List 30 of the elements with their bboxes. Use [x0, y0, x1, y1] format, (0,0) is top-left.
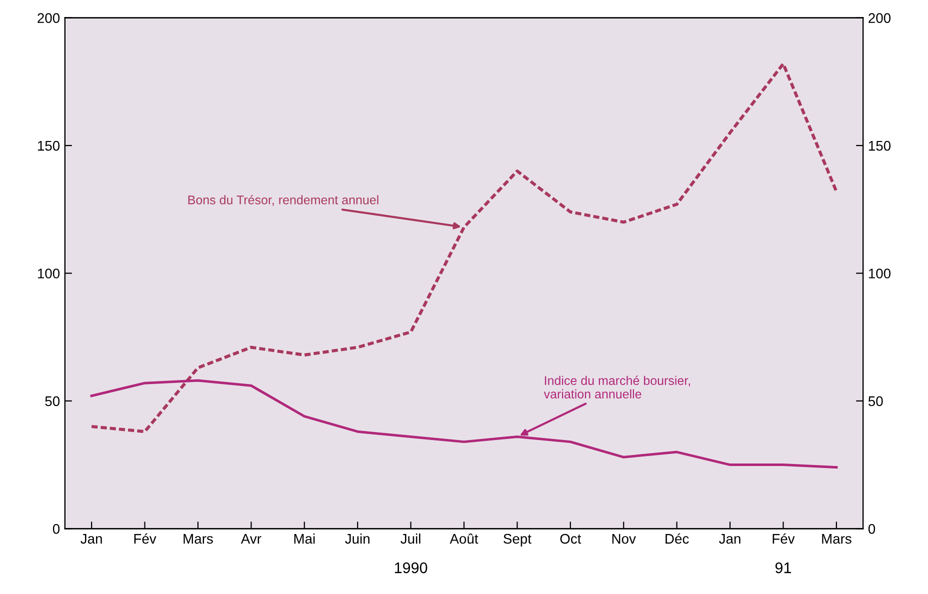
x-tick-label: Jan: [80, 534, 102, 544]
y-tick-label: 100: [38, 268, 60, 278]
y-tick-label: 200: [38, 13, 60, 23]
text: 1990: [394, 562, 428, 574]
y2-tick-label: 0: [868, 524, 876, 534]
x-tick-label: Mars: [822, 534, 852, 544]
y2-tick-label: 50: [868, 396, 883, 406]
x-tick-label: Fév: [134, 533, 156, 544]
y-tick-label: 0: [52, 524, 60, 534]
x-tick-label: Fév: [772, 533, 795, 544]
text: 91: [775, 562, 791, 574]
text: Bons du Trésor, rendement annuel: [188, 195, 378, 206]
x-tick-label: Nov: [612, 534, 636, 544]
x-tick-label: Jan: [719, 534, 740, 544]
y2-tick-label: 100: [868, 268, 891, 278]
x-tick-label: Sept: [504, 534, 532, 546]
x-tick-label: Mai: [294, 534, 315, 544]
y-tick-label: 50: [45, 396, 60, 406]
y2-tick-label: 150: [868, 140, 891, 151]
y2-tick-label: 200: [868, 13, 891, 23]
y-tick-label: 150: [38, 140, 60, 151]
x-tick-label: Juil: [400, 534, 420, 544]
x-tick-label: Déc: [666, 533, 689, 544]
text: Indice du marché boursier, variation annuelle: [544, 376, 690, 398]
x-tick-label: Août: [450, 533, 478, 544]
x-tick-label: Avr: [240, 534, 262, 544]
line-series: [90, 62, 838, 434]
x-tick-label: Oct: [560, 534, 582, 544]
x-tick-label: Juin: [345, 534, 370, 544]
x-tick-label: Mars: [184, 534, 213, 544]
